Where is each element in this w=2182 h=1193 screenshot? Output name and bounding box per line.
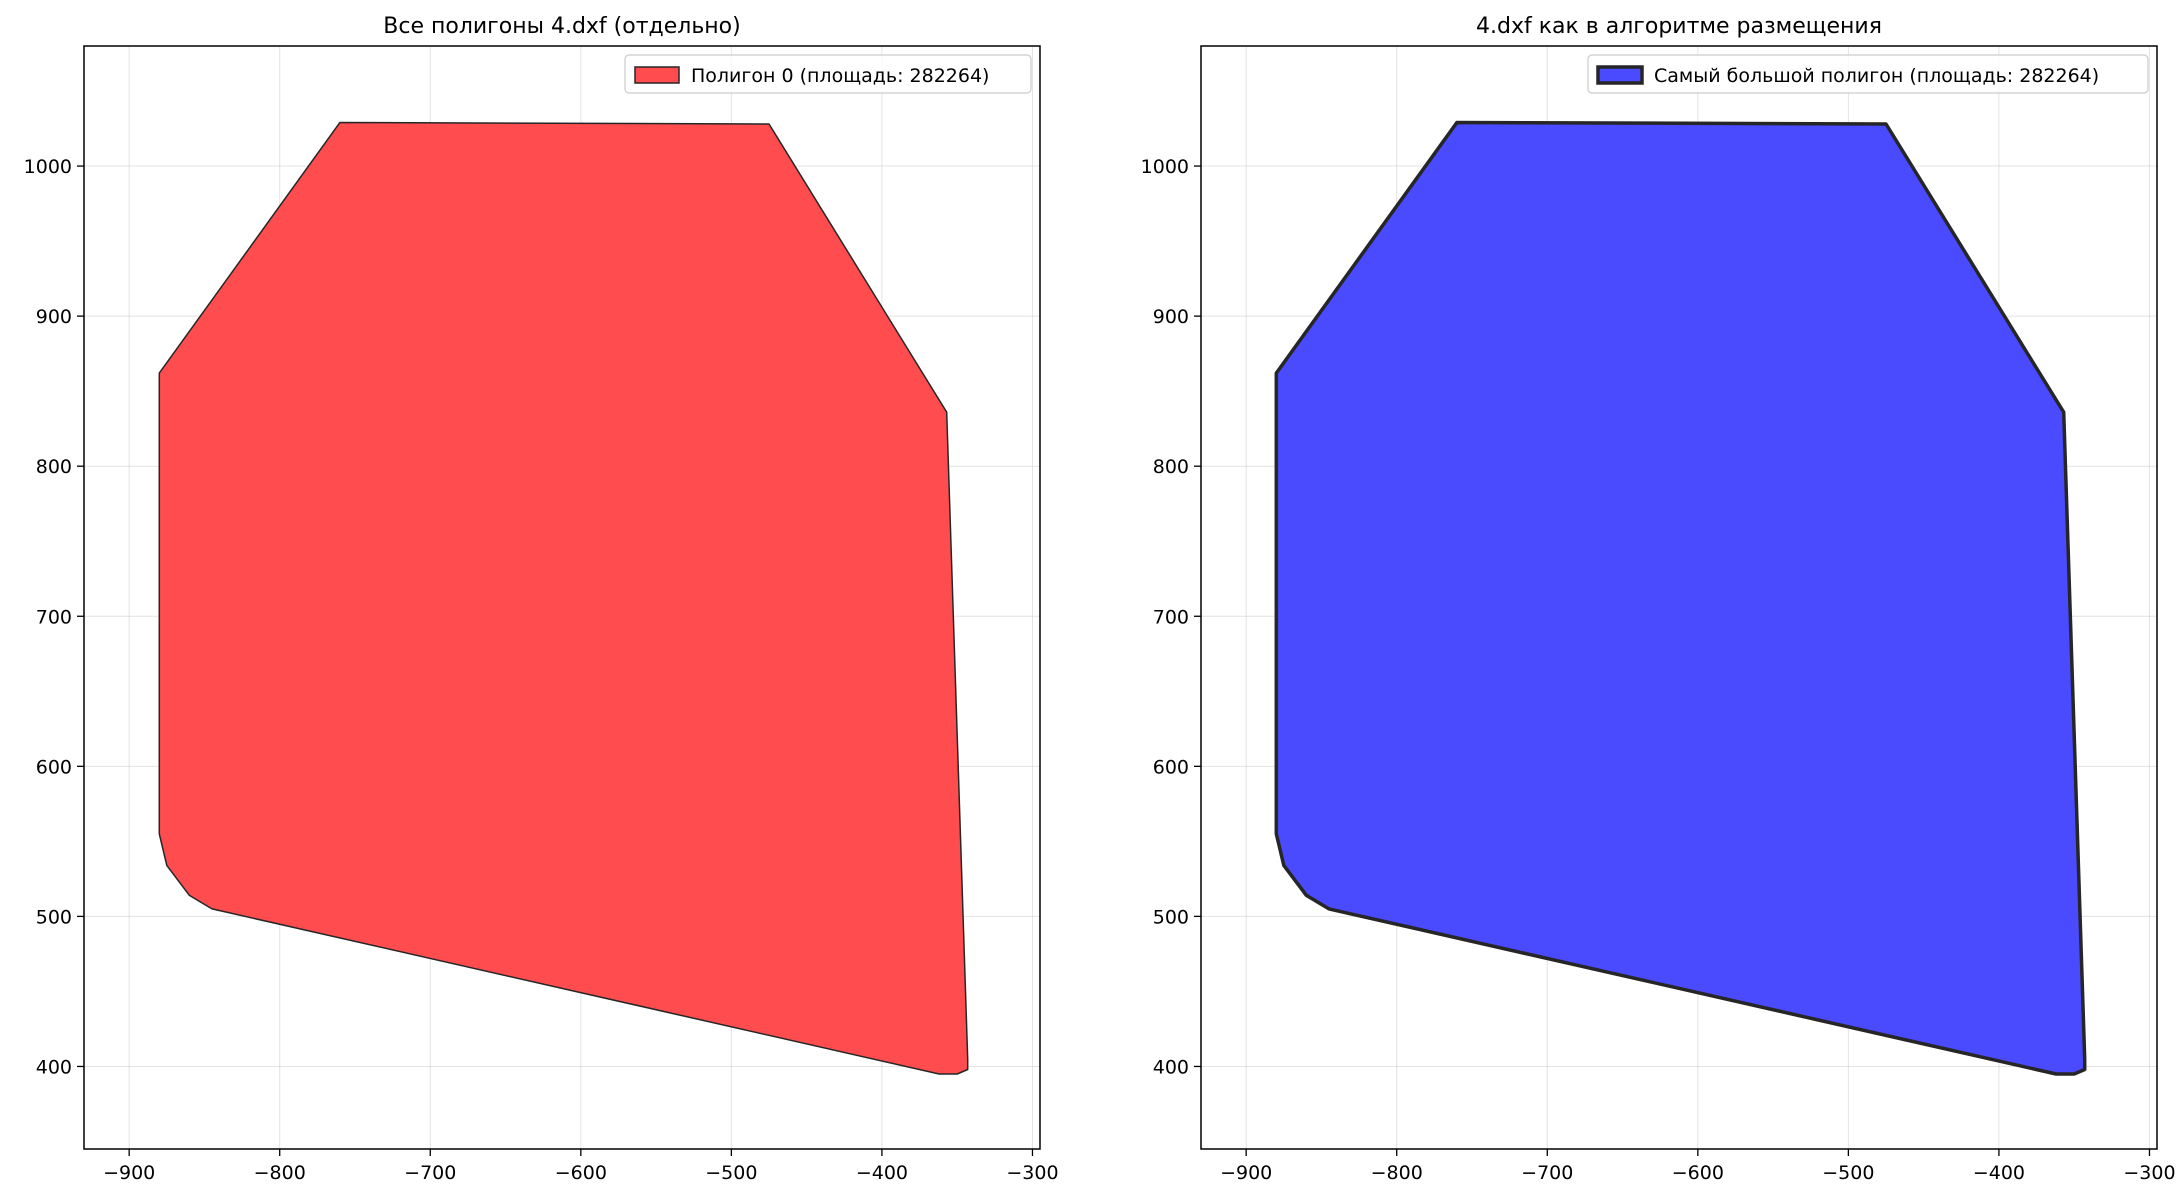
axes-frame bbox=[1200, 45, 2158, 1150]
x-tick-label: −300 bbox=[2123, 1162, 2175, 1184]
polygon-series-0 bbox=[1274, 120, 2087, 1076]
x-tick-label: −500 bbox=[1822, 1162, 1874, 1184]
legend-swatch bbox=[634, 66, 680, 84]
legend-label: Самый большой полигон (площадь: 282264) bbox=[1654, 65, 2099, 87]
x-tick-label: −900 bbox=[103, 1162, 155, 1184]
x-tick-label: −800 bbox=[254, 1162, 306, 1184]
y-tick-label: 400 bbox=[36, 1056, 72, 1078]
x-tick-label: −700 bbox=[1521, 1162, 1573, 1184]
y-tick-label: 700 bbox=[36, 606, 72, 628]
x-tick-label: −300 bbox=[1006, 1162, 1058, 1184]
y-tick-label: 700 bbox=[1153, 606, 1189, 628]
legend: Самый большой полигон (площадь: 282264) bbox=[1587, 54, 2149, 94]
x-tick-label: −500 bbox=[705, 1162, 757, 1184]
y-tick-label: 600 bbox=[36, 756, 72, 778]
x-tick-label: −600 bbox=[555, 1162, 607, 1184]
axes-frame bbox=[83, 45, 1041, 1150]
y-tick-label: 500 bbox=[36, 906, 72, 928]
chart-title: 4.dxf как в алгоритме размещения bbox=[1476, 14, 1882, 39]
chart-title: Все полигоны 4.dxf (отдельно) bbox=[383, 14, 740, 39]
y-tick-label: 900 bbox=[36, 306, 72, 328]
x-tick-label: −700 bbox=[404, 1162, 456, 1184]
x-tick-label: −900 bbox=[1220, 1162, 1272, 1184]
legend-box bbox=[624, 54, 1032, 94]
chart-panel-1: 4.dxf как в алгоритме размещения −900 −800… bbox=[1141, 14, 2176, 1184]
legend-swatch bbox=[1596, 65, 1644, 85]
y-tick-label: 1000 bbox=[1141, 156, 1189, 178]
x-tick-label: −800 bbox=[1371, 1162, 1423, 1184]
x-tick-label: −600 bbox=[1672, 1162, 1724, 1184]
y-tick-label: 800 bbox=[1153, 456, 1189, 478]
polygon-series-0 bbox=[158, 121, 969, 1075]
chart-panel-0: Все полигоны 4.dxf (отдельно) −900 −800 −70… bbox=[24, 14, 1059, 1184]
y-tick-label: 1000 bbox=[24, 156, 72, 178]
y-tick-label: 600 bbox=[1153, 756, 1189, 778]
x-tick-label: −400 bbox=[1973, 1162, 2025, 1184]
y-tick-label: 500 bbox=[1153, 906, 1189, 928]
x-tick-label: −400 bbox=[856, 1162, 908, 1184]
legend-label: Полигон 0 (площадь: 282264) bbox=[691, 65, 989, 87]
legend: Полигон 0 (площадь: 282264) bbox=[624, 54, 1032, 94]
y-tick-label: 900 bbox=[1153, 306, 1189, 328]
legend-box bbox=[1587, 54, 2149, 94]
y-tick-label: 800 bbox=[36, 456, 72, 478]
y-tick-label: 400 bbox=[1153, 1056, 1189, 1078]
